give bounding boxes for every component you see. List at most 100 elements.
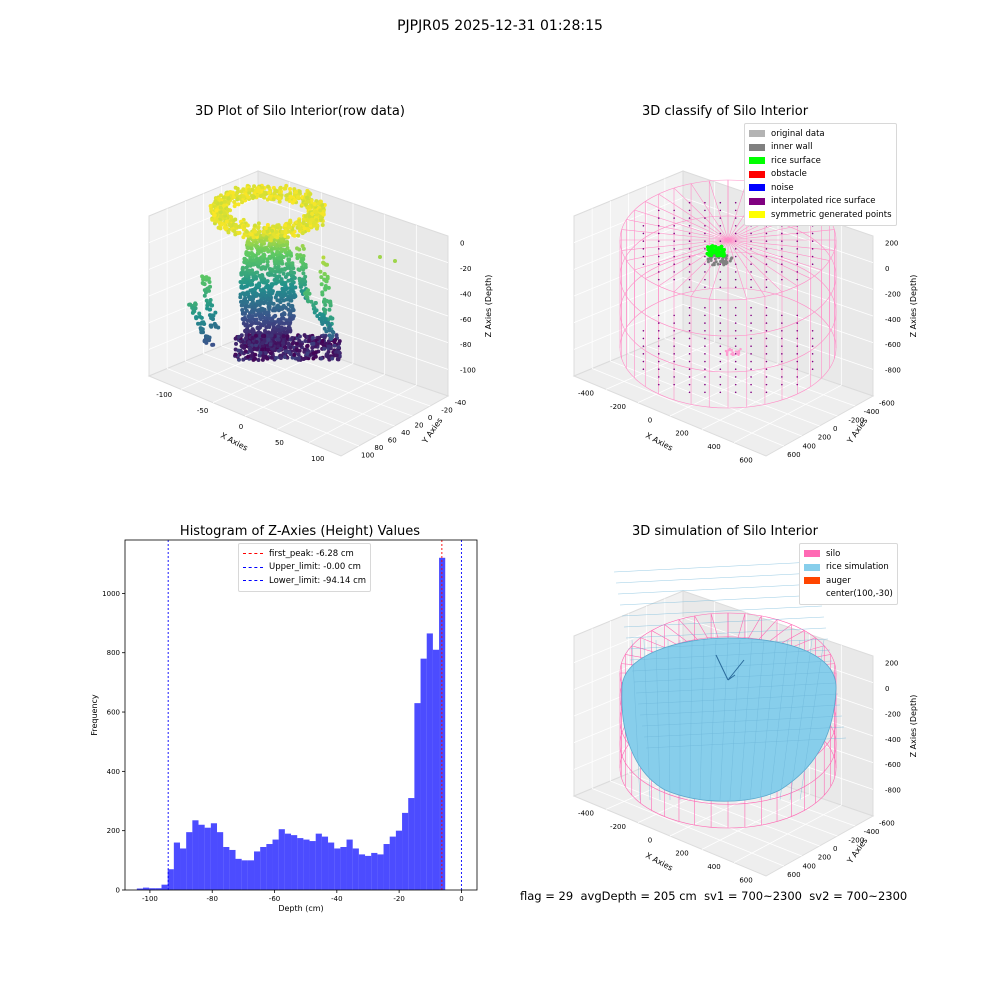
data-point <box>265 229 270 234</box>
z-tick-label: 0 <box>885 685 889 693</box>
panel3-title: Histogram of Z-Axies (Height) Values <box>179 524 421 539</box>
legend-swatch <box>243 566 263 568</box>
x-tick-label: 0 <box>239 423 243 431</box>
data-point <box>245 318 250 323</box>
data-point <box>232 199 237 204</box>
y-tick-label: 80 <box>374 444 383 452</box>
legend-swatch <box>749 197 765 205</box>
legend-entry: Upper_limit: -0.00 cm <box>243 561 366 575</box>
data-point <box>265 247 270 252</box>
legend-swatch <box>243 580 263 582</box>
x-tick-label: -200 <box>610 823 626 831</box>
data-point <box>290 284 295 289</box>
data-point <box>210 217 215 222</box>
data-point <box>257 273 262 278</box>
data-point <box>254 317 259 322</box>
data-point <box>267 292 272 297</box>
data-point <box>267 241 272 246</box>
panel2-legend: original data inner wall rice surface obsta… <box>744 123 897 226</box>
legend-entry: obstacle <box>749 168 892 182</box>
data-point <box>273 295 278 300</box>
data-point <box>260 186 265 191</box>
x-tick-label: 400 <box>707 863 720 871</box>
figure-suptitle: PJPJR05 2025-12-31 01:28:15 <box>397 18 603 34</box>
data-point <box>286 326 291 331</box>
data-point <box>320 202 325 207</box>
data-point <box>283 305 288 310</box>
data-point <box>253 313 258 318</box>
data-point <box>256 330 261 335</box>
data-point <box>244 229 249 234</box>
data-point <box>229 215 234 220</box>
z-tick-label: 0 <box>460 240 464 248</box>
data-point <box>224 219 229 224</box>
data-point <box>218 193 223 198</box>
data-point <box>281 316 286 321</box>
x-tick-label: 600 <box>739 876 752 884</box>
footer-flag: flag = 29 <box>520 889 574 903</box>
data-point <box>243 306 248 311</box>
data-point <box>250 290 255 295</box>
status-footer: flag = 29 avgDepth = 205 cm sv1 = 700~23… <box>520 889 907 903</box>
data-point <box>315 223 320 228</box>
data-point <box>241 235 246 240</box>
data-point <box>259 300 264 305</box>
mesh-line <box>617 583 819 595</box>
data-point <box>241 194 246 199</box>
data-point <box>257 314 262 319</box>
data-point <box>281 271 286 276</box>
data-point <box>311 223 316 228</box>
data-point <box>263 293 268 298</box>
data-point <box>258 288 263 293</box>
legend-label: center(100,-30) <box>826 589 893 600</box>
z-tick-label: -60 <box>460 316 471 324</box>
data-point <box>288 186 293 191</box>
y-tick-label: -20 <box>441 407 452 415</box>
legend-entry: silo <box>804 547 893 561</box>
legend-label: symmetric generated points <box>771 209 892 220</box>
data-point <box>251 329 256 334</box>
data-point <box>266 296 271 301</box>
data-point <box>273 281 278 286</box>
data-point <box>262 311 267 316</box>
data-point <box>281 243 286 248</box>
data-point <box>284 243 289 248</box>
data-point <box>248 295 253 300</box>
data-point <box>262 315 267 320</box>
data-point <box>256 221 261 226</box>
legend-label: rice surface <box>771 155 821 166</box>
data-point <box>275 290 280 295</box>
data-point <box>249 302 254 307</box>
y-tick-label: 20 <box>415 422 424 430</box>
data-point <box>233 223 238 228</box>
legend-entry: rice surface <box>749 154 892 168</box>
data-point <box>252 271 257 276</box>
z-tick-label: -100 <box>460 367 476 375</box>
y-tick-label: 0 <box>833 845 837 853</box>
data-point <box>235 197 240 202</box>
data-point <box>248 323 253 328</box>
data-point <box>279 233 284 238</box>
mesh-line <box>615 572 817 584</box>
data-point <box>276 341 281 346</box>
x-tick-label: 50 <box>275 439 284 447</box>
data-point <box>267 306 272 311</box>
data-point <box>275 249 280 254</box>
data-point <box>250 268 255 273</box>
data-point <box>292 270 297 275</box>
raw-data-points <box>187 183 397 362</box>
data-point <box>282 311 287 316</box>
data-point <box>286 302 291 307</box>
data-point <box>309 217 314 222</box>
y-tick-label: 200 <box>818 854 831 862</box>
data-point <box>256 225 261 230</box>
data-point <box>249 232 254 237</box>
data-point <box>275 324 280 329</box>
data-point <box>267 301 272 306</box>
data-point <box>240 317 245 322</box>
y-tick-label: -400 <box>864 828 880 836</box>
data-point <box>250 188 255 193</box>
data-point <box>266 323 271 328</box>
data-point <box>239 303 244 308</box>
data-point <box>242 260 247 265</box>
